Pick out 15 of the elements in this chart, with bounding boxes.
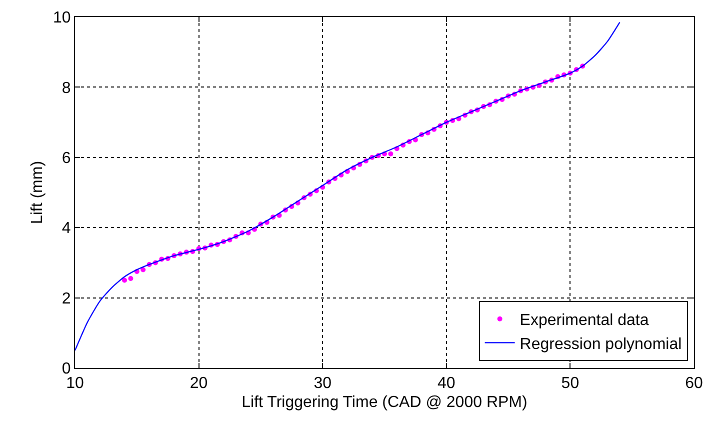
x-tick-label: 60 bbox=[685, 375, 703, 392]
x-tick-label: 40 bbox=[438, 375, 456, 392]
y-tick-label: 4 bbox=[62, 220, 71, 238]
y-tick-label: 6 bbox=[62, 150, 71, 167]
legend-label: Regression polynomial bbox=[520, 336, 682, 353]
x-tick-label: 30 bbox=[314, 375, 332, 392]
y-tick-label: 0 bbox=[62, 360, 71, 378]
y-tick-label: 8 bbox=[62, 80, 71, 97]
y-tick-label: 2 bbox=[62, 290, 71, 308]
y-axis-title: Lift (mm) bbox=[28, 160, 46, 224]
x-tick-label: 20 bbox=[190, 375, 208, 392]
x-axis-title: Lift Triggering Time (CAD @ 2000 RPM) bbox=[242, 394, 528, 411]
legend-label: Experimental data bbox=[520, 312, 649, 330]
x-tick-label: 50 bbox=[561, 375, 580, 392]
y-tick-label: 10 bbox=[53, 10, 71, 27]
